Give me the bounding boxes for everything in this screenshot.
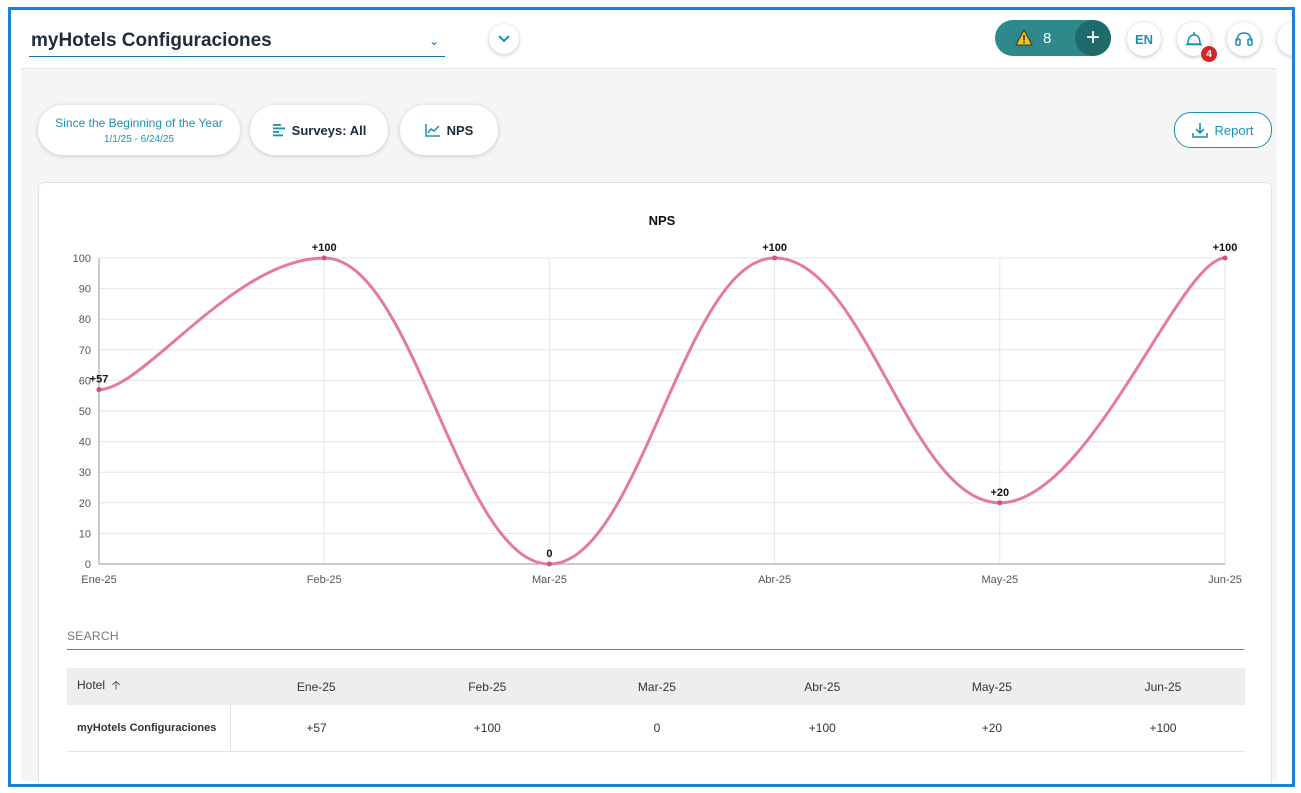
table-cell: +100 [1080,705,1245,752]
hotel-selector[interactable]: myHotels Configuraciones ⌄ [29,28,445,57]
data-label: +100 [312,242,337,254]
y-tick-label: 20 [79,498,91,510]
report-button[interactable]: Report [1174,112,1272,148]
bell-icon [1186,32,1202,46]
search-placeholder: SEARCH [67,629,119,643]
chart-title: NPS [649,213,676,228]
date-range-title: Since the Beginning of the Year [55,115,223,130]
table-cell: +100 [402,705,573,752]
language-button[interactable]: EN [1127,22,1161,56]
column-header-jun[interactable]: Jun-25 [1080,668,1245,705]
table-cell-hotel: myHotels Configuraciones [67,705,231,752]
y-tick-label: 40 [79,437,91,449]
y-tick-label: 90 [79,284,91,296]
y-tick-label: 50 [79,406,91,418]
x-tick-label: Jun-25 [1208,574,1242,586]
x-tick-label: Mar-25 [532,574,567,586]
data-point [997,500,1003,506]
data-point [321,255,327,261]
date-range-value: 1/1/25 - 6/24/25 [103,133,175,145]
support-button[interactable] [1227,22,1261,56]
data-label: +57 [90,374,109,386]
y-tick-label: 0 [85,559,91,571]
report-label: Report [1214,122,1254,138]
data-point [772,255,778,261]
chevron-down-icon [498,35,510,43]
nps-card: NPS 0 10 20 30 40 50 60 70 80 90 100 Ene-25 Feb-25 Mar… [38,182,1272,784]
notifications-badge: 4 [1201,46,1217,62]
y-tick-label: 100 [73,253,91,265]
alert-count: 8 [1043,29,1052,47]
search-input[interactable]: SEARCH [67,623,1244,650]
metric-filter-label: NPS [446,122,474,138]
add-button[interactable]: + [1075,20,1111,56]
nps-line-chart: NPS 0 10 20 30 40 50 60 70 80 90 100 Ene-25 Feb-25 Mar… [73,213,1242,586]
surveys-filter-label: Surveys: All [291,122,367,138]
hotel-title: myHotels Configuraciones [31,30,272,51]
x-tick-label: Feb-25 [307,574,342,586]
table-row: myHotels Configuraciones +57 +100 0 +100… [67,705,1245,752]
y-tick-label: 10 [79,528,91,540]
data-point [96,387,102,393]
notifications-button[interactable]: 4 [1177,22,1217,62]
data-label: +20 [990,487,1009,499]
data-point [546,561,552,567]
data-point [1222,255,1228,261]
table-cell: +57 [230,705,403,752]
data-label: +100 [762,242,787,254]
data-label: +100 [1213,242,1238,254]
date-range-filter[interactable]: Since the Beginning of the Year 1/1/25 -… [38,105,240,155]
table-header-row: Hotel 🡡 Ene-25 Feb-25 Mar-25 Abr-25 May-… [67,668,1245,705]
headset-icon [1235,32,1253,46]
column-header-ene[interactable]: Ene-25 [230,668,403,705]
line-chart-icon [424,124,440,137]
nps-table: Hotel 🡡 Ene-25 Feb-25 Mar-25 Abr-25 May-… [67,668,1245,752]
x-tick-label: May-25 [981,574,1018,586]
expand-button[interactable] [489,24,519,54]
column-header-feb[interactable]: Feb-25 [402,668,573,705]
app-window: myHotels Configuraciones ⌄ 8 + EN [8,7,1295,787]
table-cell: +20 [902,705,1081,752]
data-label: 0 [546,548,552,560]
y-tick-label: 80 [79,314,91,326]
x-tick-label: Ene-25 [81,574,116,586]
column-header-abr[interactable]: Abr-25 [741,668,903,705]
main-content: Since the Beginning of the Year 1/1/25 -… [21,69,1277,784]
alerts-pill[interactable]: 8 + [995,20,1111,56]
top-header: myHotels Configuraciones ⌄ 8 + EN [21,10,1292,69]
column-header-hotel[interactable]: Hotel 🡡 [67,668,230,705]
column-header-may[interactable]: May-25 [902,668,1081,705]
column-header-mar[interactable]: Mar-25 [572,668,742,705]
sort-arrow-up-icon: 🡡 [108,678,121,692]
warning-icon [1015,29,1033,46]
surveys-filter[interactable]: Surveys: All [250,105,388,155]
chevron-down-icon: ⌄ [428,34,439,48]
list-icon [272,124,285,137]
download-icon [1192,123,1209,138]
x-tick-label: Abr-25 [758,574,791,586]
user-menu-button[interactable] [1277,22,1292,56]
table-cell: +100 [741,705,903,752]
table-cell: 0 [572,705,742,752]
y-tick-label: 30 [79,467,91,479]
y-tick-label: 60 [79,375,91,387]
y-tick-label: 70 [79,345,91,357]
metric-filter[interactable]: NPS [400,105,498,155]
